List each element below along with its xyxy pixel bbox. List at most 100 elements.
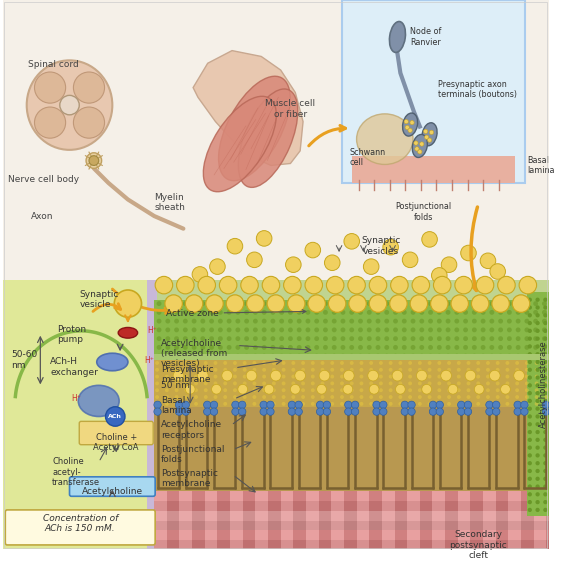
Circle shape [262,368,266,372]
FancyBboxPatch shape [306,521,319,530]
Circle shape [427,368,431,372]
Circle shape [262,354,266,359]
FancyBboxPatch shape [332,540,344,550]
Circle shape [465,408,472,415]
Circle shape [350,354,354,359]
Circle shape [214,388,218,392]
Circle shape [422,385,431,394]
Circle shape [528,508,532,512]
Text: Secondary
postsynaptic
cleft: Secondary postsynaptic cleft [449,530,507,560]
Circle shape [286,257,301,272]
Circle shape [262,276,280,294]
Circle shape [350,395,353,399]
Text: Choline
acetyl-
transferase: Choline acetyl- transferase [52,457,100,487]
Circle shape [447,402,451,406]
Circle shape [472,328,477,332]
Circle shape [402,301,407,306]
FancyBboxPatch shape [230,540,243,550]
Circle shape [535,430,540,434]
Circle shape [375,319,380,324]
Circle shape [418,149,422,154]
Circle shape [222,370,232,381]
Circle shape [420,354,424,359]
Circle shape [301,402,305,406]
Circle shape [256,231,272,246]
Circle shape [155,361,159,365]
Circle shape [481,301,485,306]
Circle shape [472,354,477,359]
Circle shape [204,408,211,415]
Circle shape [535,368,539,372]
Circle shape [288,345,293,350]
FancyBboxPatch shape [230,491,243,501]
Circle shape [476,388,480,392]
Circle shape [467,368,471,372]
Circle shape [330,361,334,365]
FancyBboxPatch shape [433,491,445,501]
Circle shape [481,354,485,359]
Circle shape [525,388,529,392]
Circle shape [535,344,540,349]
Circle shape [319,370,330,381]
Circle shape [515,368,519,372]
FancyBboxPatch shape [508,511,521,521]
Circle shape [428,345,433,350]
Circle shape [420,301,424,306]
FancyBboxPatch shape [534,540,546,550]
Circle shape [416,370,427,381]
Circle shape [320,395,324,399]
Circle shape [486,402,490,406]
Circle shape [528,360,532,364]
Circle shape [463,354,468,359]
Circle shape [174,319,179,324]
Circle shape [368,370,379,381]
Circle shape [244,310,249,315]
Circle shape [291,388,295,392]
Circle shape [279,319,284,324]
FancyBboxPatch shape [154,530,167,540]
Circle shape [323,401,330,408]
FancyBboxPatch shape [280,501,293,511]
Circle shape [408,128,412,133]
Circle shape [295,370,306,381]
Circle shape [528,368,532,372]
Circle shape [380,408,387,415]
Circle shape [447,361,451,365]
Circle shape [165,301,170,306]
Circle shape [369,395,373,399]
Circle shape [427,402,431,406]
Circle shape [542,310,547,315]
FancyBboxPatch shape [496,491,508,501]
FancyBboxPatch shape [243,511,255,521]
Circle shape [351,401,359,408]
Circle shape [472,336,477,341]
Circle shape [358,301,363,306]
Circle shape [306,310,310,315]
Circle shape [360,388,364,392]
Circle shape [438,395,442,399]
Circle shape [420,310,424,315]
Circle shape [428,336,433,341]
Circle shape [414,141,418,145]
Circle shape [465,370,476,381]
Circle shape [489,310,494,315]
FancyBboxPatch shape [332,501,344,511]
FancyBboxPatch shape [154,407,549,491]
Circle shape [194,368,198,372]
Text: Basal
lamina: Basal lamina [527,156,554,175]
Circle shape [238,401,246,408]
Circle shape [192,345,196,350]
Circle shape [507,301,512,306]
Circle shape [282,374,286,378]
Circle shape [424,129,428,134]
Circle shape [542,345,547,350]
Circle shape [463,328,468,332]
Circle shape [165,374,169,378]
FancyBboxPatch shape [180,491,192,501]
Text: Node of
Ranvier: Node of Ranvier [410,27,442,47]
Circle shape [427,138,432,142]
Circle shape [316,401,324,408]
FancyBboxPatch shape [192,530,205,540]
FancyBboxPatch shape [394,511,407,521]
Circle shape [369,295,387,312]
